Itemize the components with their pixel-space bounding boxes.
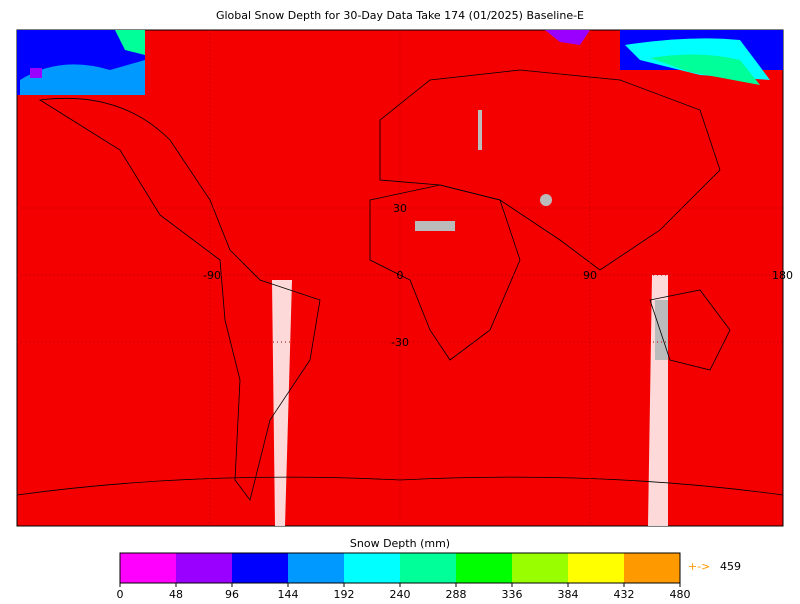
graticule: [17, 30, 783, 526]
colorbar-segment: [288, 553, 344, 583]
snow-patch: [545, 30, 590, 45]
coastline: [16, 476, 784, 496]
grid-label: 180: [772, 269, 793, 282]
colorbar-tick-label: 240: [390, 588, 411, 600]
colorbar-tick-label: 96: [225, 588, 239, 600]
colorbar-tick-label: 480: [670, 588, 691, 600]
coastline: [38, 97, 321, 501]
colorbar-tick-label: 0: [117, 588, 124, 600]
colorbar-segment: [456, 553, 512, 583]
no-data: [478, 110, 482, 150]
colorbar-tick-label: 384: [558, 588, 579, 600]
colorbar-segment: [344, 553, 400, 583]
colorbar-tick-label: 432: [614, 588, 635, 600]
colorbar-segment: [400, 553, 456, 583]
colorbar-tick-label: 336: [502, 588, 523, 600]
colorbar-tick-label: 288: [446, 588, 467, 600]
title: Global Snow Depth for 30-Day Data Take 1…: [216, 9, 584, 22]
colorbar-segment: [568, 553, 624, 583]
no-data: [415, 221, 455, 231]
colorbar-segment: [176, 553, 232, 583]
colorbar: 0 48 96 144 192 240 288 336 384 432 480: [117, 552, 691, 601]
colorbar-segment: [512, 553, 568, 583]
coastline: [379, 69, 721, 271]
colorbar-tick-label: 48: [169, 588, 183, 600]
colorbar-label: Snow Depth (mm): [350, 537, 450, 550]
overflow-value: 459: [720, 560, 741, 573]
map: 30 -90 0 90 180 -30: [16, 29, 793, 527]
coastline: [649, 289, 731, 371]
colorbar-segment: [120, 553, 176, 583]
overflow-arrow: +->: [688, 560, 710, 573]
grid-label: 90: [583, 269, 597, 282]
snow-patch: [20, 60, 145, 95]
snow-patch: [650, 54, 760, 85]
grid-label: 30: [393, 202, 407, 215]
grid-label: -30: [391, 336, 409, 349]
no-data: [655, 300, 668, 360]
grid-label: 0: [397, 269, 404, 282]
snow-patch: [115, 30, 145, 55]
colorbar-tick-label: 192: [334, 588, 355, 600]
colorbar-segment: [232, 553, 288, 583]
colorbar-tick-label: 144: [278, 588, 299, 600]
grid-label: -90: [203, 269, 221, 282]
no-data: [540, 194, 552, 206]
colorbar-segment: [624, 553, 680, 583]
snow-patch: [30, 68, 42, 78]
